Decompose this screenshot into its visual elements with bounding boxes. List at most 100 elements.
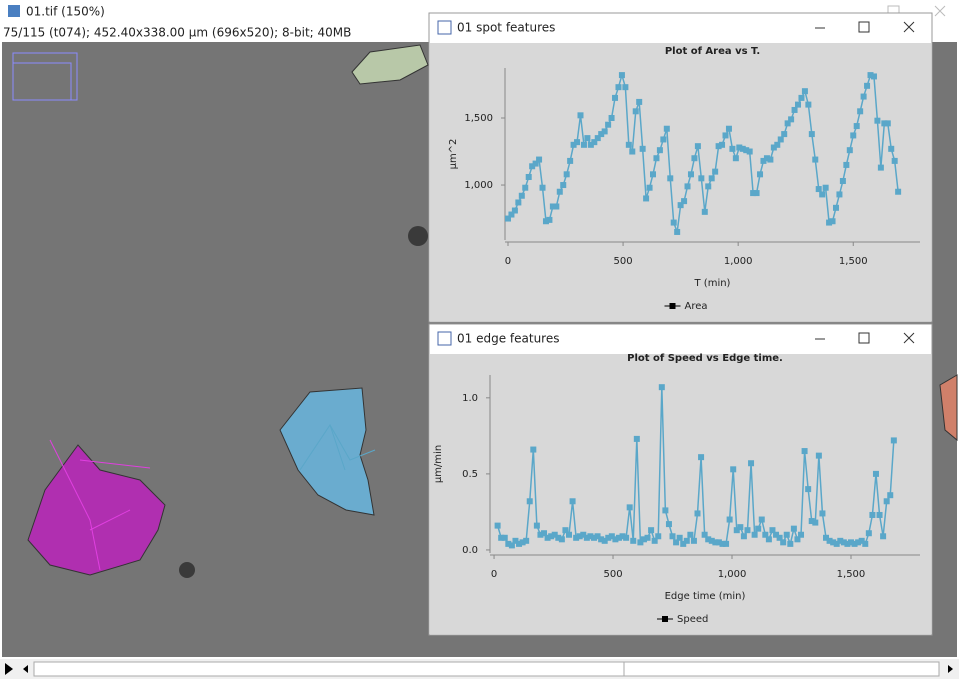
data-point	[660, 136, 667, 143]
legend-label: Area	[685, 301, 708, 312]
plot-icon	[437, 20, 452, 35]
data-point	[770, 144, 777, 151]
scroll-right[interactable]	[948, 665, 953, 673]
data-point	[651, 537, 658, 544]
data-point	[712, 168, 719, 175]
maximize-button[interactable]	[858, 332, 870, 344]
y-tick-label: 1,500	[464, 113, 493, 124]
data-point	[891, 157, 898, 164]
window-title: 01.tif (150%)	[26, 5, 105, 19]
data-point	[760, 157, 767, 164]
data-point	[615, 84, 622, 91]
data-point	[656, 147, 663, 154]
data-point	[839, 178, 846, 185]
data-point	[812, 156, 819, 163]
data-point	[851, 540, 858, 547]
data-point	[548, 533, 555, 540]
close-button[interactable]	[934, 5, 946, 17]
data-point	[801, 88, 808, 95]
maximize-button[interactable]	[858, 21, 870, 33]
data-point	[687, 531, 694, 538]
data-point	[643, 195, 650, 202]
y-tick-label: 1,000	[464, 180, 493, 191]
data-point	[774, 141, 781, 148]
x-tick-label: 500	[614, 256, 633, 267]
data-point	[665, 521, 672, 528]
data-point	[708, 175, 715, 182]
data-point	[633, 435, 640, 442]
data-point	[751, 531, 758, 538]
data-point	[701, 208, 708, 215]
data-point	[870, 73, 877, 80]
data-point	[677, 202, 684, 209]
data-point	[625, 141, 632, 148]
data-point	[750, 190, 757, 197]
data-point	[755, 525, 762, 532]
data-point	[577, 112, 584, 119]
data-point	[684, 183, 691, 190]
data-point	[653, 155, 660, 162]
data-point	[519, 539, 526, 546]
app-icon	[8, 5, 20, 17]
data-point	[715, 143, 722, 150]
data-point	[769, 527, 776, 534]
cell-blue	[279, 387, 375, 516]
data-point	[681, 198, 688, 205]
data-point	[805, 101, 812, 108]
data-point	[776, 534, 783, 541]
data-point	[508, 542, 515, 549]
data-point	[598, 131, 605, 138]
data-point	[555, 534, 562, 541]
data-point	[858, 537, 865, 544]
data-point	[801, 448, 808, 455]
data-point	[746, 148, 753, 155]
data-point	[556, 188, 563, 195]
data-point	[518, 192, 525, 199]
scroll-track[interactable]	[33, 661, 625, 677]
data-point	[798, 94, 805, 101]
legend-label: Speed	[677, 614, 708, 625]
data-point	[673, 539, 680, 546]
x-axis-label: T (min)	[694, 278, 731, 289]
data-point	[795, 101, 802, 108]
y-axis-label: µm^2	[448, 139, 459, 170]
data-point	[748, 460, 755, 467]
data-point	[725, 125, 732, 132]
data-point	[850, 132, 857, 139]
data-point	[694, 510, 701, 517]
play-button[interactable]	[5, 663, 13, 675]
data-point	[826, 537, 833, 544]
data-point	[822, 184, 829, 191]
data-point	[869, 511, 876, 518]
data-point	[598, 536, 605, 543]
scroll-thumb[interactable]	[623, 661, 940, 677]
data-point	[591, 139, 598, 146]
data-point	[815, 452, 822, 459]
data-point	[862, 540, 869, 547]
data-point	[767, 156, 774, 163]
plot-title: Plot of Area vs T.	[665, 46, 760, 57]
data-point	[843, 161, 850, 168]
data-point	[532, 160, 539, 167]
data-point	[601, 128, 608, 135]
data-point	[623, 534, 630, 541]
data-point	[762, 531, 769, 538]
data-point	[541, 530, 548, 537]
data-point	[655, 533, 662, 540]
data-point	[791, 106, 798, 113]
close-button[interactable]	[903, 21, 915, 33]
close-button[interactable]	[903, 332, 915, 344]
data-point	[539, 184, 546, 191]
debris	[179, 562, 195, 578]
y-axis-label: µm/min	[433, 445, 444, 483]
data-point	[574, 139, 581, 146]
legend-marker	[662, 616, 668, 622]
data-point	[669, 533, 676, 540]
x-axis-label: Edge time (min)	[665, 591, 746, 602]
data-point	[705, 536, 712, 543]
data-point	[494, 522, 501, 529]
scroll-left[interactable]	[23, 665, 28, 673]
data-point	[504, 215, 511, 222]
data-point	[719, 141, 726, 148]
